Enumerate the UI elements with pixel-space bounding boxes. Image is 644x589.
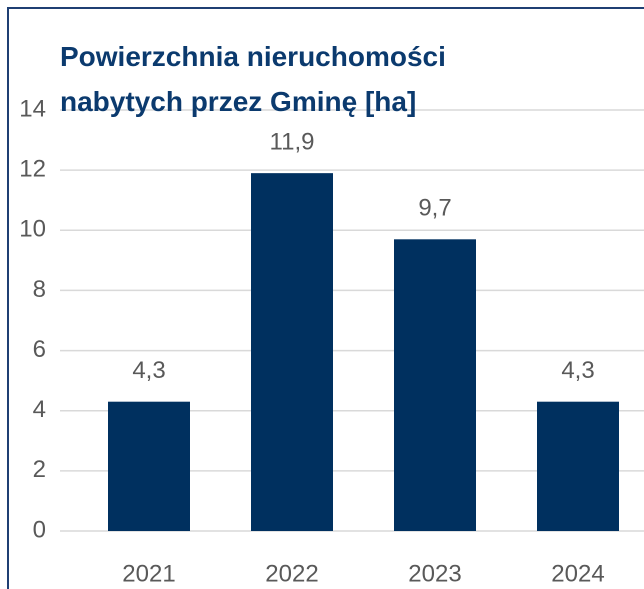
x-tick-label: 2022 bbox=[265, 560, 318, 587]
y-tick-label: 8 bbox=[33, 276, 46, 303]
bar bbox=[394, 239, 476, 532]
y-tick-label: 12 bbox=[19, 155, 46, 182]
data-label: 4,3 bbox=[132, 357, 165, 384]
data-label: 9,7 bbox=[418, 195, 451, 222]
x-tick-label: 2023 bbox=[408, 560, 461, 587]
y-tick-label: 2 bbox=[33, 456, 46, 483]
x-tick-label: 2024 bbox=[551, 560, 604, 587]
chart-title: Powierzchnia nieruchomości nabytych prze… bbox=[60, 41, 446, 117]
x-tick-label: 2021 bbox=[122, 560, 175, 587]
bar bbox=[251, 173, 333, 531]
data-label: 11,9 bbox=[270, 128, 315, 155]
bar bbox=[537, 401, 619, 531]
y-tick-label: 6 bbox=[33, 336, 46, 363]
data-label: 4,3 bbox=[561, 357, 594, 384]
y-tick-label: 0 bbox=[33, 516, 46, 543]
bar bbox=[108, 401, 190, 531]
y-tick-label: 10 bbox=[19, 216, 46, 243]
y-tick-label: 4 bbox=[33, 396, 46, 423]
frame-border bbox=[7, 7, 644, 589]
y-tick-label: 14 bbox=[19, 95, 46, 122]
